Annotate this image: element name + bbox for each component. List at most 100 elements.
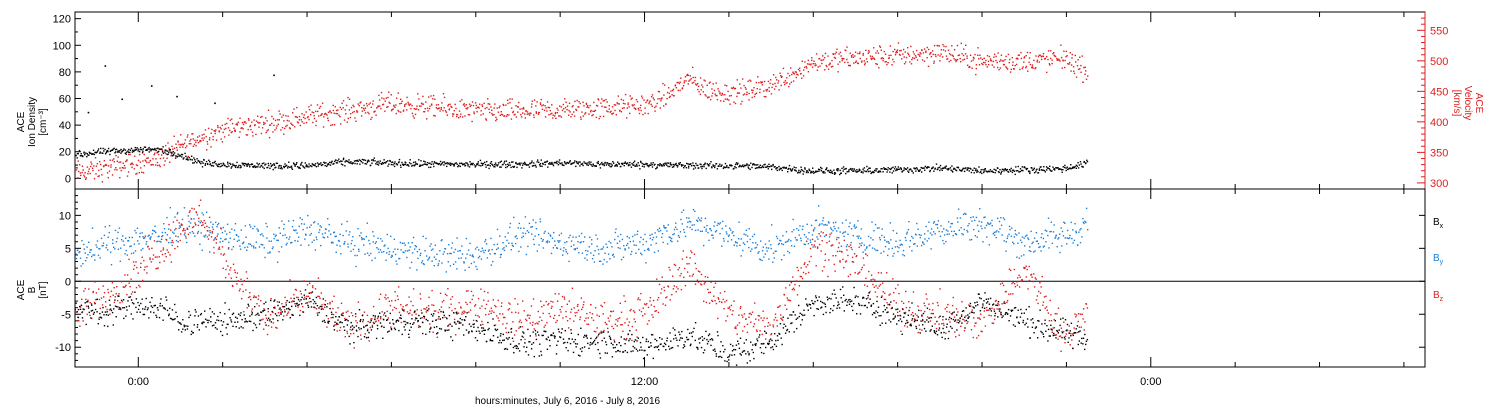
data-point: [859, 242, 861, 245]
data-point: [226, 166, 228, 168]
data-point: [800, 166, 802, 168]
data-point: [807, 238, 809, 240]
data-point: [424, 250, 426, 252]
data-point: [951, 222, 953, 225]
data-point: [579, 165, 581, 167]
data-point: [266, 237, 268, 239]
data-point: [125, 237, 127, 239]
data-point: [955, 59, 958, 61]
data-point: [503, 104, 505, 107]
data-point: [367, 111, 369, 114]
data-point: [667, 224, 669, 226]
data-point: [506, 114, 509, 116]
data-point: [905, 168, 908, 170]
data-point: [148, 161, 150, 164]
data-point: [892, 170, 895, 172]
data-point: [691, 82, 693, 84]
data-point: [620, 162, 623, 165]
data-point: [895, 169, 897, 172]
data-point: [587, 162, 589, 164]
data-point: [889, 171, 891, 173]
data-point: [745, 234, 747, 236]
data-point: [939, 235, 942, 237]
data-point: [541, 306, 543, 308]
data-point: [341, 223, 343, 225]
data-point: [586, 106, 588, 108]
data-point: [552, 164, 555, 167]
data-point: [253, 225, 256, 228]
data-point: [84, 154, 86, 156]
data-point: [647, 248, 649, 251]
data-point: [940, 225, 942, 227]
data-point: [249, 292, 251, 294]
data-point: [876, 63, 878, 65]
data-point: [571, 162, 573, 165]
data-point: [360, 338, 362, 340]
data-point: [908, 171, 910, 173]
data-point: [115, 151, 117, 153]
data-point: [994, 53, 996, 56]
data-point: [949, 226, 952, 228]
data-point: [635, 165, 637, 167]
data-point: [554, 240, 556, 242]
data-point: [308, 301, 310, 303]
data-point: [280, 166, 283, 169]
data-point: [125, 160, 127, 163]
data-point: [144, 237, 146, 239]
data-point: [191, 133, 193, 135]
data-point: [480, 162, 483, 164]
data-point: [292, 219, 295, 222]
data-point: [804, 61, 806, 63]
data-point: [869, 55, 872, 57]
data-point: [507, 102, 509, 105]
data-point: [197, 141, 200, 144]
data-point: [120, 148, 122, 151]
data-point: [92, 254, 94, 256]
data-point: [600, 163, 602, 165]
data-point: [505, 164, 507, 166]
data-point: [619, 240, 621, 242]
data-point: [211, 232, 213, 234]
data-point: [139, 146, 142, 149]
data-point: [937, 167, 939, 169]
data-point: [500, 111, 502, 113]
data-point: [161, 148, 163, 150]
data-point: [495, 164, 497, 166]
tick-label: 550: [1430, 25, 1448, 37]
data-point: [206, 225, 208, 227]
data-point: [958, 169, 961, 171]
data-point: [110, 264, 113, 266]
data-point: [859, 52, 861, 55]
data-point: [738, 166, 740, 168]
data-point: [1054, 237, 1056, 239]
data-point: [556, 319, 558, 322]
data-point: [548, 114, 550, 116]
data-point: [1064, 237, 1066, 239]
data-point: [199, 243, 201, 245]
data-point: [150, 85, 153, 87]
data-point: [1012, 169, 1015, 171]
data-point: [635, 108, 637, 110]
data-point: [896, 51, 898, 53]
data-point: [504, 236, 506, 238]
data-point: [330, 233, 332, 235]
data-point: [843, 231, 845, 233]
data-point: [740, 87, 742, 89]
data-point: [165, 144, 167, 147]
data-point: [422, 103, 425, 105]
data-point: [220, 165, 223, 167]
data-point: [278, 251, 280, 253]
data-point: [80, 155, 83, 157]
data-point: [582, 164, 584, 167]
tick-label: 20: [59, 147, 71, 159]
data-point: [196, 162, 198, 164]
data-point: [305, 121, 308, 124]
data-point: [102, 242, 105, 244]
data-point: [888, 242, 890, 244]
data-point: [772, 164, 774, 166]
data-point: [480, 250, 482, 253]
data-point: [562, 254, 564, 256]
data-point: [805, 65, 807, 68]
data-point: [410, 300, 412, 303]
data-point: [770, 79, 772, 81]
